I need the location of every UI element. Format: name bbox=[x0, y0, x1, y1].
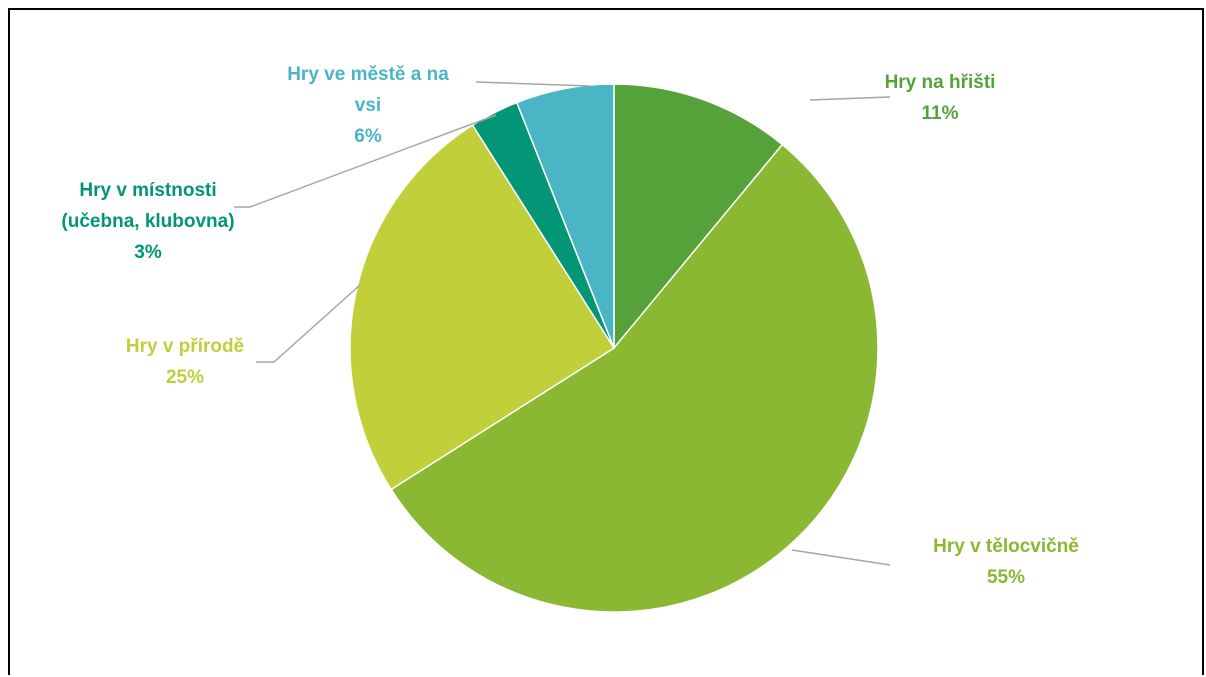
pie-slice bbox=[515, 83, 615, 349]
slice-percent-label: 11% bbox=[922, 103, 959, 124]
leader-line bbox=[809, 96, 891, 101]
slice-data-label: Hry v tělocvičně 55% bbox=[933, 536, 1079, 588]
leader-line bbox=[791, 549, 891, 566]
slice-percent-label: 6% bbox=[354, 126, 382, 147]
slice-data-label: Hry ve městě a na vsi 6% bbox=[287, 64, 449, 147]
slice-percent-label: 55% bbox=[987, 567, 1025, 588]
slice-percent-label: 3% bbox=[134, 242, 162, 263]
leader-line bbox=[475, 81, 591, 87]
pie-chart: Hry na hřišti 11%Hry v tělocvičně 55%Hry v… bbox=[61, 64, 1079, 613]
slice-data-label: Hry v místnosti (učebna, klubovna) 3% bbox=[61, 180, 234, 263]
slice-category-label: Hry v místnosti bbox=[79, 180, 216, 201]
slice-percent-label: 25% bbox=[166, 367, 204, 388]
slice-category-label: Hry v přírodě bbox=[126, 336, 244, 357]
slice-category-label: (učebna, klubovna) bbox=[61, 211, 234, 232]
pie-slice bbox=[613, 83, 784, 351]
slice-category-label: vsi bbox=[355, 95, 381, 116]
leader-lines bbox=[234, 81, 891, 566]
pie-slice bbox=[390, 143, 879, 613]
slice-data-label: Hry na hřišti 11% bbox=[885, 72, 996, 124]
slice-data-label: Hry v přírodě 25% bbox=[126, 336, 244, 388]
pie-slice bbox=[349, 124, 616, 491]
chart-frame: Hry na hřišti 11% Hry v tělocvičně 55% Hry v… bbox=[8, 8, 1204, 675]
leader-line bbox=[256, 284, 361, 363]
pie-slices bbox=[349, 83, 879, 613]
slice-category-label: Hry na hřišti bbox=[885, 72, 996, 93]
data-labels: Hry na hřišti 11%Hry v tělocvičně 55%Hry v… bbox=[61, 64, 1078, 588]
leader-line bbox=[234, 114, 497, 208]
slice-category-label: Hry ve městě a na bbox=[287, 64, 449, 85]
slice-category-label: Hry v tělocvičně bbox=[933, 536, 1079, 557]
